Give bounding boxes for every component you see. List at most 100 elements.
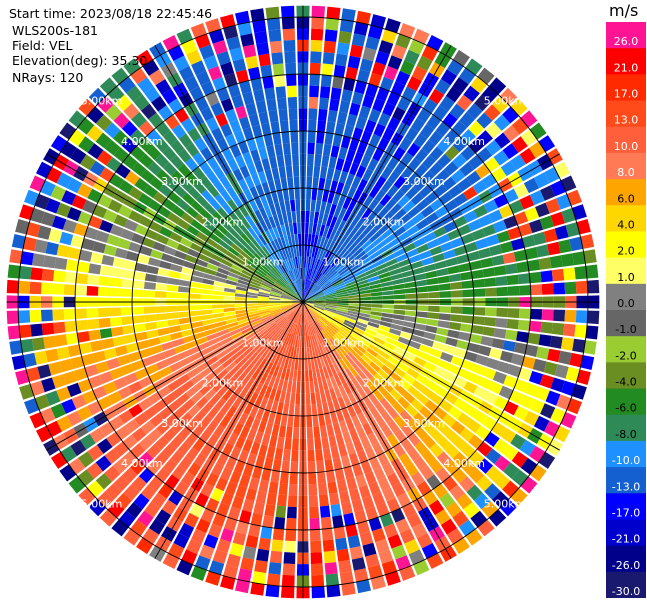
colorbar-swatch xyxy=(606,48,646,75)
velocity-gate xyxy=(313,380,320,393)
velocity-gate xyxy=(227,198,239,212)
velocity-gate xyxy=(561,253,575,267)
velocity-gate xyxy=(333,526,346,540)
velocity-gate xyxy=(132,315,145,324)
velocity-gate xyxy=(324,308,336,314)
velocity-gate xyxy=(118,180,134,195)
velocity-gate xyxy=(426,114,442,130)
velocity-gate xyxy=(125,342,139,354)
velocity-gate xyxy=(6,310,19,325)
velocity-gate xyxy=(365,83,379,98)
velocity-gate xyxy=(225,318,238,325)
velocity-gate xyxy=(195,96,209,112)
velocity-gate xyxy=(495,276,508,286)
velocity-gate xyxy=(258,308,270,313)
velocity-gate xyxy=(162,443,177,458)
velocity-gate xyxy=(256,548,270,562)
velocity-gate xyxy=(348,227,359,239)
velocity-gate xyxy=(333,349,342,361)
velocity-gate xyxy=(428,499,445,516)
velocity-gate xyxy=(258,289,271,294)
velocity-gate xyxy=(185,206,199,219)
velocity-gate xyxy=(320,74,332,88)
velocity-gate xyxy=(295,199,301,212)
velocity-gate xyxy=(307,449,315,462)
velocity-gate xyxy=(350,244,361,255)
velocity-gate xyxy=(192,423,206,438)
velocity-gate xyxy=(185,385,199,398)
velocity-rays xyxy=(6,5,600,599)
velocity-gate xyxy=(298,347,302,359)
velocity-gate xyxy=(118,510,136,528)
velocity-gate xyxy=(78,136,95,153)
velocity-gate xyxy=(360,130,373,144)
velocity-gate xyxy=(473,386,488,400)
velocity-gate xyxy=(71,394,87,410)
velocity-gate xyxy=(464,241,478,253)
velocity-gate xyxy=(231,495,244,510)
velocity-gate xyxy=(79,249,93,262)
velocity-gate xyxy=(330,87,342,101)
velocity-gate xyxy=(148,257,161,267)
velocity-gate xyxy=(303,279,306,291)
velocity-gate xyxy=(101,338,115,350)
velocity-gate xyxy=(190,565,207,581)
velocity-gate xyxy=(379,320,392,328)
velocity-gate xyxy=(305,312,310,325)
velocity-gate xyxy=(402,502,417,518)
velocity-gate xyxy=(181,117,196,133)
velocity-gate xyxy=(195,396,209,410)
velocity-gate xyxy=(216,137,229,152)
velocity-gate xyxy=(413,559,430,576)
velocity-gate xyxy=(142,355,156,367)
velocity-gate xyxy=(311,17,325,30)
velocity-gate xyxy=(316,460,325,473)
velocity-gate xyxy=(274,315,285,323)
velocity-gate xyxy=(325,238,333,251)
velocity-gate xyxy=(134,368,149,380)
velocity-gate xyxy=(64,271,77,284)
velocity-gate xyxy=(326,470,336,483)
velocity-gate xyxy=(41,377,56,393)
velocity-gate xyxy=(203,534,219,549)
velocity-gate xyxy=(19,324,32,339)
velocity-gate xyxy=(311,574,325,587)
velocity-gate xyxy=(212,549,228,564)
velocity-gate xyxy=(366,271,379,279)
velocity-gate xyxy=(371,296,383,300)
velocity-gate xyxy=(338,30,352,44)
velocity-gate xyxy=(500,87,518,105)
colorbar-swatch xyxy=(606,179,646,206)
velocity-gate xyxy=(286,85,297,98)
velocity-gate xyxy=(482,267,495,278)
velocity-gate xyxy=(365,211,377,224)
velocity-gate xyxy=(200,346,213,356)
velocity-gate xyxy=(107,501,125,518)
velocity-gate xyxy=(315,368,322,381)
velocity-gate xyxy=(240,217,251,230)
velocity-gate xyxy=(440,352,454,363)
velocity-gate xyxy=(404,49,420,65)
velocity-gate xyxy=(288,258,294,270)
elevation-text: Elevation(deg): 35.30 xyxy=(12,53,148,68)
velocity-gate xyxy=(437,233,451,245)
velocity-gate xyxy=(378,244,391,254)
velocity-gate xyxy=(247,365,258,377)
velocity-gate xyxy=(349,488,361,502)
velocity-gate xyxy=(283,259,290,272)
velocity-gate xyxy=(463,85,480,102)
velocity-gate xyxy=(237,22,253,36)
velocity-gate xyxy=(103,348,117,360)
velocity-gate xyxy=(205,472,219,487)
velocity-gate xyxy=(385,258,398,267)
velocity-gate xyxy=(352,346,364,357)
velocity-gate xyxy=(242,127,254,141)
velocity-gate xyxy=(296,279,301,292)
velocity-gate xyxy=(191,321,204,329)
velocity-gate xyxy=(261,316,273,324)
velocity-gate xyxy=(204,203,217,216)
velocity-gate xyxy=(170,155,184,170)
velocity-gate xyxy=(411,212,425,225)
velocity-gate xyxy=(96,150,113,166)
velocity-gate xyxy=(80,154,96,171)
